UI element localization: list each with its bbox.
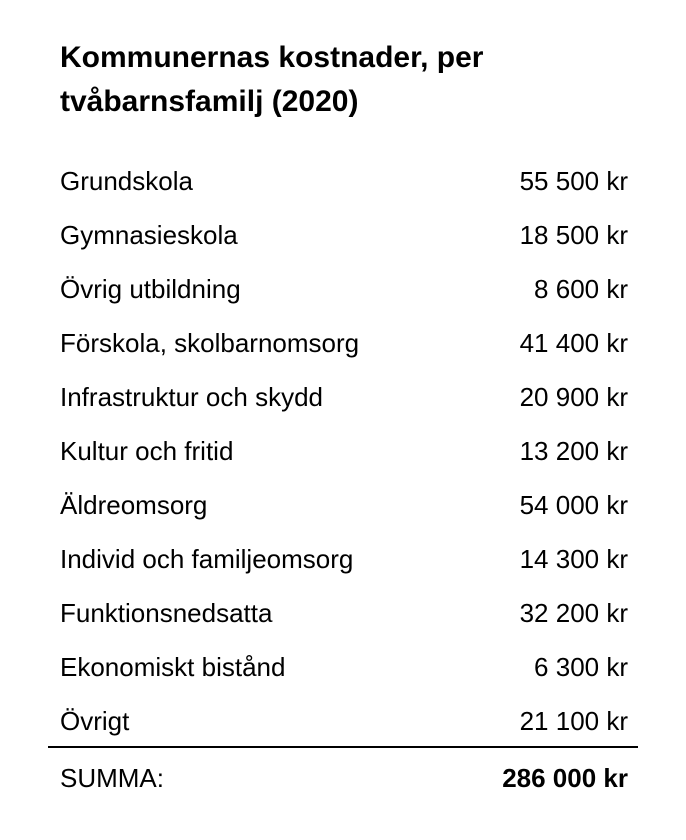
table-row: Övrig utbildning 8 600 kr xyxy=(60,262,628,316)
row-value: 20 900 kr xyxy=(519,382,628,412)
table-row: Infrastruktur och skydd 20 900 kr xyxy=(60,370,628,424)
row-value: 41 400 kr xyxy=(519,328,628,358)
row-label: Ekonomiskt bistånd xyxy=(60,652,286,682)
row-value: 6 300 kr xyxy=(534,652,628,682)
row-value: 18 500 kr xyxy=(519,220,628,250)
table-row: Förskola, skolbarnomsorg 41 400 kr xyxy=(60,316,628,370)
total-divider xyxy=(48,746,638,748)
row-label: Övrig utbildning xyxy=(60,274,241,304)
row-value: 54 000 kr xyxy=(519,490,628,520)
row-value: 55 500 kr xyxy=(519,166,628,196)
total-label: SUMMA: xyxy=(60,763,164,793)
row-label: Gymnasieskola xyxy=(60,220,238,250)
table-row: Äldreomsorg 54 000 kr xyxy=(60,478,628,532)
table-row: Övrigt 21 100 kr xyxy=(60,694,628,748)
total-value: 286 000 kr xyxy=(502,763,628,793)
table-row: Grundskola 55 500 kr xyxy=(60,154,628,208)
table-row: Gymnasieskola 18 500 kr xyxy=(60,208,628,262)
row-label: Övrigt xyxy=(60,706,130,736)
row-value: 13 200 kr xyxy=(519,436,628,466)
table-row: Individ och familjeomsorg 14 300 kr xyxy=(60,532,628,586)
row-value: 21 100 kr xyxy=(519,706,628,736)
row-label: Individ och familjeomsorg xyxy=(60,544,354,574)
row-label: Grundskola xyxy=(60,166,193,196)
row-label: Förskola, skolbarnomsorg xyxy=(60,328,360,358)
cost-table: Grundskola 55 500 kr Gymnasieskola 18 500 k… xyxy=(60,154,628,748)
total-row: SUMMA: 286 000 kr xyxy=(60,753,628,803)
row-value: 8 600 kr xyxy=(534,274,628,304)
table-row: Kultur och fritid 13 200 kr xyxy=(60,424,628,478)
table-row: Funktionsnedsatta 32 200 kr xyxy=(60,586,628,640)
row-value: 14 300 kr xyxy=(519,544,628,574)
row-label: Funktionsnedsatta xyxy=(60,598,273,628)
row-label: Kultur och fritid xyxy=(60,436,234,466)
row-label: Äldreomsorg xyxy=(60,490,208,520)
page-title: Kommunernas kostnader, per tvåbarnsfamil… xyxy=(60,41,484,118)
row-label: Infrastruktur och skydd xyxy=(60,382,323,412)
row-value: 32 200 kr xyxy=(519,598,628,628)
table-row: Ekonomiskt bistånd 6 300 kr xyxy=(60,640,628,694)
